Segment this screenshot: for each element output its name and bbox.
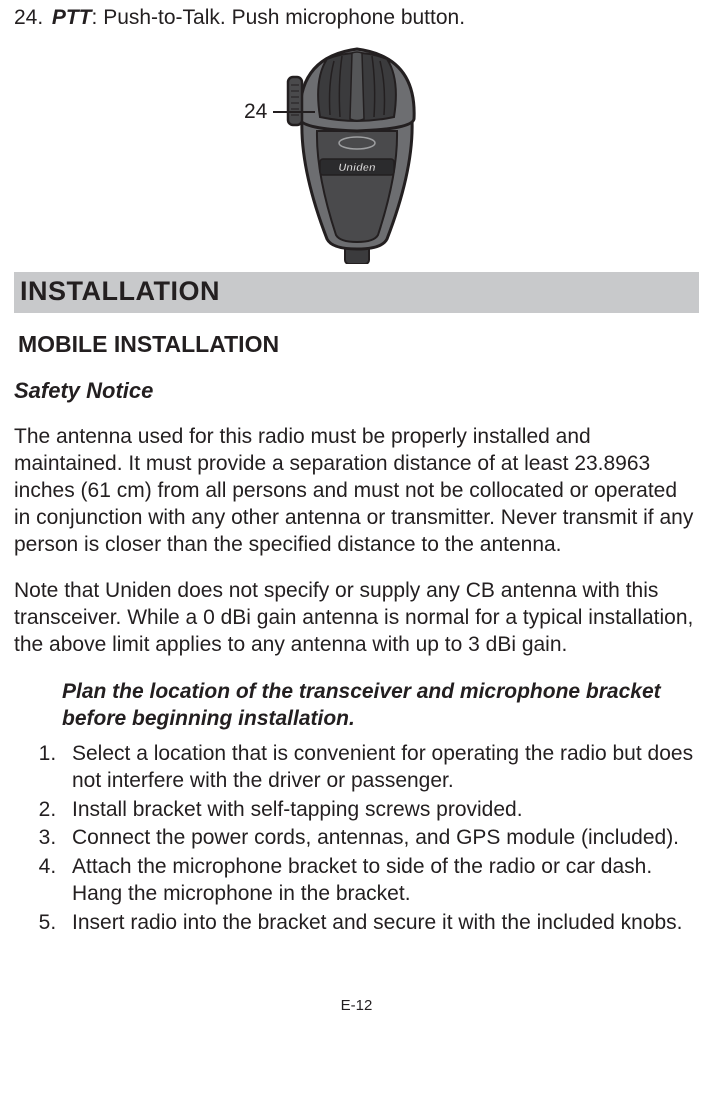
item-desc: Push-to-Talk. Push microphone button.	[103, 6, 465, 29]
step-4: Attach the microphone bracket to side of…	[62, 854, 699, 908]
brand-text: Uniden	[338, 162, 376, 174]
installation-steps: Select a location that is convenient for…	[14, 741, 699, 937]
step-3: Connect the power cords, antennas, and G…	[62, 825, 699, 852]
callout-24: 24	[244, 100, 315, 124]
callout-label: 24	[244, 100, 267, 124]
safety-paragraph-2: Note that Uniden does not specify or sup…	[14, 578, 699, 659]
callout-leader-line	[273, 111, 315, 113]
section-installation: INSTALLATION	[14, 272, 699, 313]
heading-mobile-installation: MOBILE INSTALLATION	[18, 331, 699, 358]
microphone-icon: Uniden	[272, 39, 442, 264]
heading-safety-notice: Safety Notice	[14, 378, 699, 404]
item-sep: :	[92, 6, 104, 29]
microphone-figure: 24	[14, 36, 699, 266]
item-number: 24.	[14, 6, 46, 30]
step-5: Insert radio into the bracket and secure…	[62, 910, 699, 937]
item-24-line: 24. PTT: Push-to-Talk. Push microphone b…	[14, 6, 699, 30]
step-2: Install bracket with self-tapping screws…	[62, 797, 699, 824]
safety-paragraph-1: The antenna used for this radio must be …	[14, 424, 699, 558]
page-number: E-12	[14, 997, 699, 1026]
step-1: Select a location that is convenient for…	[62, 741, 699, 795]
item-term: PTT	[52, 6, 92, 29]
plan-location-note: Plan the location of the transceiver and…	[62, 679, 691, 733]
